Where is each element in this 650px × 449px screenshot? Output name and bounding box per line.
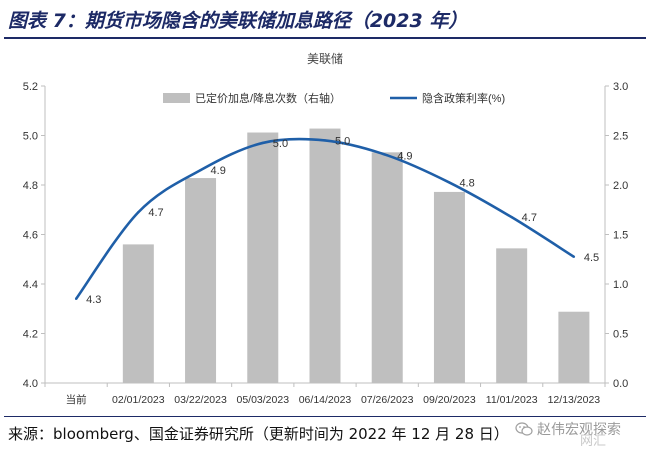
left-tick-label: 4.8 [23,180,38,192]
x-tick-label: 06/14/2023 [299,394,352,406]
watermark: 赵伟宏观探索 [515,419,621,439]
data-label: 4.5 [584,252,599,264]
x-tick-label: 11/01/2023 [486,394,538,406]
data-label: 5.0 [335,135,350,147]
line-point [572,255,576,258]
line-point [510,215,513,219]
data-label: 4.8 [459,178,474,190]
right-tick-label: 1.0 [613,279,628,291]
right-tick-label: 2.5 [613,131,628,143]
right-tick-label: 0.5 [613,329,628,341]
right-tick-label: 1.5 [613,230,628,242]
bar-series [122,128,590,383]
bar [122,244,154,383]
left-tick-label: 5.0 [23,131,38,143]
footer-divider [4,416,646,417]
figure-header: 图表 7：期货市场隐含的美联储加息路径（2023 年） [0,0,650,40]
x-tick-label: 03/22/2023 [174,394,227,406]
figure-footer: 来源：bloomberg、国金证券研究所（更新时间为 2022 年 12 月 2… [0,416,650,449]
legend-bar-label: 已定价加息/降息次数（右轴） [195,91,341,105]
legend-bar-swatch [163,93,190,103]
legend: 已定价加息/降息次数（右轴） 隐含政策利率(%) [163,91,505,105]
data-label: 4.7 [522,212,537,224]
x-tick-label: 05/03/2023 [236,394,289,406]
line-point [323,139,327,142]
right-tick-label: 3.0 [613,81,628,93]
line-series [74,137,576,301]
data-labels: 4.3 4.7 4.9 5.0 5.0 4.9 4.8 4.7 4.5 [86,135,599,305]
left-tick-label: 4.2 [23,329,38,341]
left-tick-label: 4.0 [23,378,38,390]
data-label: 4.7 [148,207,163,219]
watermark-text: 赵伟宏观探索 [537,422,621,438]
figure-title: 图表 7：期货市场隐含的美联储加息路径（2023 年） [8,10,468,32]
x-tick-label: 02/01/2023 [112,394,165,406]
legend-line-label: 隐含政策利率(%) [422,91,505,105]
bar [558,311,590,383]
line-point [386,154,389,157]
right-tick-label: 2.0 [613,180,628,192]
x-tick-label: 当前 [66,393,87,406]
line-point [74,297,78,301]
line-point [137,211,140,214]
bar [496,248,528,383]
bar [433,191,465,383]
data-label: 4.3 [86,294,101,306]
right-tick-label: 0.0 [613,378,628,390]
bar [247,132,279,383]
bar [185,178,217,383]
data-label: 4.9 [211,165,226,177]
x-tick-label: 12/13/2023 [548,394,601,406]
data-label: 4.9 [397,150,412,162]
header-divider [4,37,646,39]
line-point [199,168,202,172]
left-tick-label: 4.4 [23,279,38,291]
bar [371,152,403,383]
bar [309,128,341,383]
chart-title: 美联储 [307,51,343,66]
line-point [448,181,451,184]
source-note: 来源：bloomberg、国金证券研究所（更新时间为 2022 年 12 月 2… [8,425,509,443]
chart: 美联储 4.0 4.2 4.4 4.6 4.8 5.0 5.2 0.0 0.5 1.0 1.5 2.0 2… [23,51,629,406]
line-point [261,141,264,145]
x-tick-label: 09/20/2023 [423,394,476,406]
data-label: 5.0 [273,138,288,150]
wechat-icon [515,422,533,436]
x-tick-label: 07/26/2023 [361,394,414,406]
left-tick-label: 4.6 [23,230,38,242]
left-tick-label: 5.2 [23,81,38,93]
watermark-side-text: 网汇 [580,434,607,449]
